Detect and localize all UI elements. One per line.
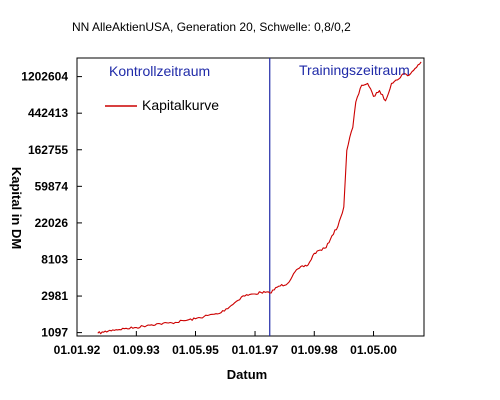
plot-frame-rect: [76, 57, 425, 337]
y-tick-label: 442413: [28, 106, 68, 120]
series-group: [97, 61, 422, 335]
y-axis-title: Kapital in DM: [9, 167, 24, 249]
series-line-kapitalkurve: [97, 61, 422, 335]
x-tick-label: 01.05.00: [350, 343, 397, 357]
chart-title: NN AlleAktienUSA, Generation 20, Schwell…: [72, 20, 351, 34]
legend: Kapitalkurve: [105, 97, 219, 113]
training-period-label: Trainingszeitraum: [299, 62, 410, 78]
y-tick-label: 2981: [41, 289, 68, 303]
x-axis-title: Datum: [227, 367, 267, 382]
x-axis: 01.01.92 01.09.93 01.05.95 01.01.97 01.09.98…: [54, 331, 397, 357]
y-tick-label: 59874: [35, 179, 69, 193]
plot-area: [76, 57, 425, 337]
x-tick-label: 01.05.95: [172, 343, 219, 357]
x-tick-label: 01.01.92: [54, 343, 101, 357]
y-axis: 1097 2981 8103 22026 59874 162755 442413 120260…: [21, 70, 82, 340]
x-tick-label: 01.09.93: [113, 343, 160, 357]
x-tick-label: 01.01.97: [232, 343, 279, 357]
control-period-label: Kontrollzeitraum: [109, 63, 210, 79]
x-tick-label: 01.09.98: [291, 343, 338, 357]
y-tick-label: 162755: [28, 143, 68, 157]
y-tick-label: 8103: [41, 252, 68, 266]
y-tick-label: 22026: [35, 216, 69, 230]
y-tick-label: 1097: [41, 326, 68, 340]
y-tick-label: 1202604: [21, 70, 68, 84]
legend-label-kapitalkurve: Kapitalkurve: [142, 97, 219, 113]
